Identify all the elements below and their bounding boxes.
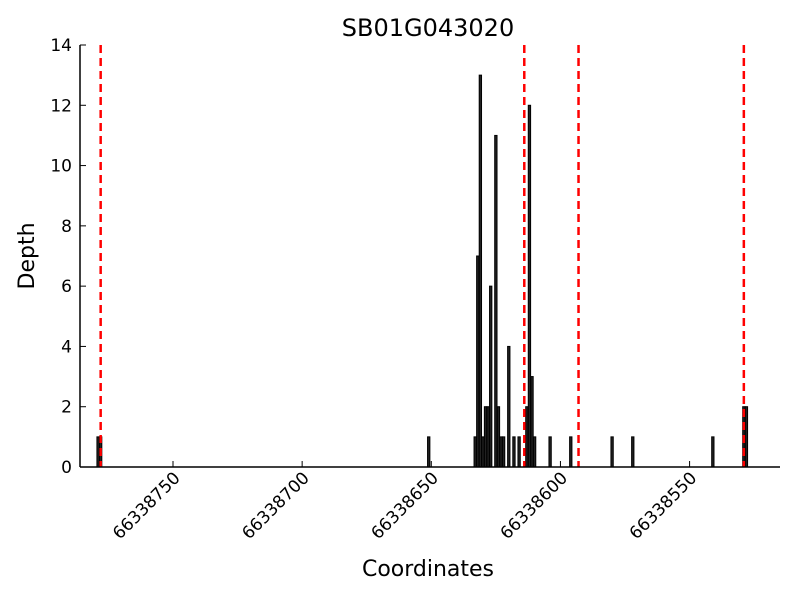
depth-bar xyxy=(96,436,100,468)
depth-bar xyxy=(501,436,506,468)
depth-bar xyxy=(494,134,498,468)
x-tick-label: 66338550 xyxy=(626,468,701,543)
boundary-lines-group xyxy=(99,45,746,467)
y-tick-label: 8 xyxy=(61,217,72,237)
x-tick-label: 66338750 xyxy=(109,468,184,543)
depth-bar xyxy=(548,436,552,468)
y-tick-label: 4 xyxy=(61,337,72,357)
x-axis-label: Coordinates xyxy=(362,557,494,582)
depth-bar xyxy=(532,436,537,468)
bars-group xyxy=(96,74,749,468)
depth-bar xyxy=(525,406,529,468)
x-tick-label: 66338600 xyxy=(497,468,572,543)
chart-title: SB01G043020 xyxy=(342,14,514,42)
depth-bar xyxy=(512,436,516,468)
depth-bar xyxy=(517,436,521,468)
depth-bar xyxy=(496,406,501,468)
depth-bar xyxy=(483,406,488,468)
depth-bar xyxy=(476,255,480,468)
depth-bar xyxy=(473,436,477,468)
y-axis-label: Depth xyxy=(15,222,40,289)
x-tick-label: 66338700 xyxy=(238,468,313,543)
depth-bar xyxy=(481,436,485,468)
depth-bar xyxy=(569,436,573,468)
y-tick-label: 6 xyxy=(61,277,72,297)
depth-bar xyxy=(486,406,490,468)
y-ticks-group: 0 2 4 6 8 10 12 14 xyxy=(50,36,86,478)
depth-bar xyxy=(530,376,534,468)
x-ticks-group: 66338750 66338700 66338650 66338600 66338550 xyxy=(109,461,701,544)
depth-bar xyxy=(507,345,511,468)
axes-group xyxy=(79,45,780,468)
y-tick-label: 10 xyxy=(50,157,72,177)
depth-bar xyxy=(499,436,503,468)
depth-bar xyxy=(427,436,431,468)
y-tick-label: 14 xyxy=(50,36,72,56)
depth-bar xyxy=(711,436,715,468)
x-tick-label: 66338650 xyxy=(367,468,442,543)
depth-bar xyxy=(744,406,749,468)
depth-bar xyxy=(631,436,635,468)
depth-bar xyxy=(527,104,532,468)
y-tick-label: 0 xyxy=(61,458,72,478)
depth-bar xyxy=(489,285,493,468)
y-tick-label: 2 xyxy=(61,398,72,418)
depth-bar xyxy=(610,436,614,468)
depth-bar xyxy=(478,74,483,468)
y-tick-label: 12 xyxy=(50,96,72,116)
